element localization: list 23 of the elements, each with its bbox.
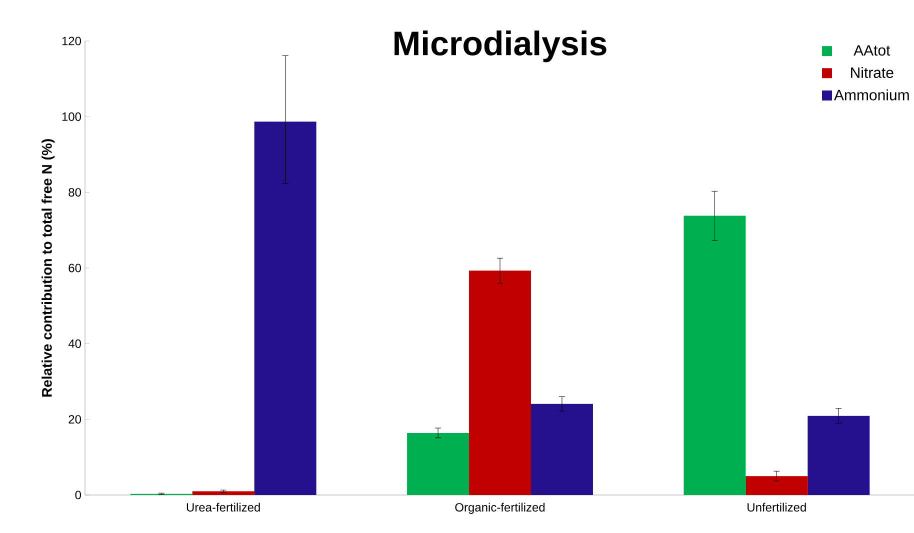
y-tick-label: 80 [68,188,82,197]
x-tick-label: Unfertilized [748,502,806,512]
y-tick-label: 40 [68,339,82,348]
y-axis-title: Relative contribution to total free N (%) [42,139,55,397]
bar [684,216,746,495]
bar [469,270,531,495]
y-tick-label: 100 [62,112,82,121]
bar [254,122,316,495]
bar [746,476,808,495]
y-tick-label: 120 [62,36,82,46]
legend-label: AAtot [854,45,890,56]
y-tick-label: 20 [68,415,82,424]
bar [192,491,254,495]
bar [407,432,470,495]
x-tick-label: Urea-fertilized [186,502,260,512]
chart-title: Microdialysis [394,30,606,62]
bar [808,416,870,495]
y-tick-label: 0 [75,490,82,500]
legend-label: Nitrate [851,66,894,78]
y-tick-label: 60 [68,264,82,272]
x-tick-label: Organic-fertilized [455,502,545,514]
bar [530,404,593,495]
legend-label: Ammonium [834,89,909,100]
